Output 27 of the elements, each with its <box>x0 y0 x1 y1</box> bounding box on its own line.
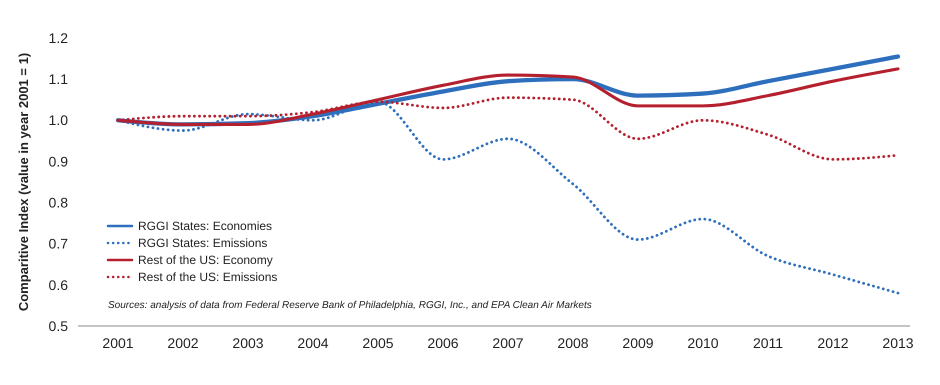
y-tick-label: 1.0 <box>48 112 68 128</box>
x-tick-label: 2002 <box>167 335 199 351</box>
y-tick-label: 0.5 <box>48 318 68 334</box>
legend-label: RGGI States: Emissions <box>138 236 268 250</box>
x-tick-label: 2005 <box>362 335 394 351</box>
x-tick-label: 2007 <box>492 335 524 351</box>
y-tick-label: 0.6 <box>48 276 68 293</box>
legend-label: Rest of the US: Economy <box>138 253 273 268</box>
y-axis-title: Comparitive Index (value in year 2001 = 1) <box>16 52 31 312</box>
y-tick-label: 0.8 <box>48 194 68 210</box>
x-tick-label: 2003 <box>232 335 264 351</box>
x-tick-label: 2008 <box>557 335 589 351</box>
x-tick-label: 2012 <box>817 335 849 351</box>
y-tick-label: 1.2 <box>48 30 68 46</box>
x-tick-label: 2001 <box>102 335 134 351</box>
x-tick-label: 2009 <box>622 335 654 351</box>
y-tick-label: 0.9 <box>48 153 68 170</box>
y-tick-label: 0.7 <box>48 236 68 252</box>
x-tick-label: 2010 <box>687 335 719 351</box>
legend-label: RGGI States: Economies <box>138 219 272 234</box>
y-tick-label: 1.1 <box>48 71 68 88</box>
annotation: Sources: analysis of data from Federal Reserve Bank of Philadelphia, RGGI, Inc., and EPA Clean Air Markets <box>108 300 592 311</box>
x-tick-label: 2006 <box>427 335 459 351</box>
x-tick-label: 2004 <box>297 335 329 351</box>
legend-label: Rest of the US: Emissions <box>138 270 278 284</box>
x-tick-label: 2013 <box>882 335 914 351</box>
x-tick-label: 2011 <box>752 335 784 351</box>
